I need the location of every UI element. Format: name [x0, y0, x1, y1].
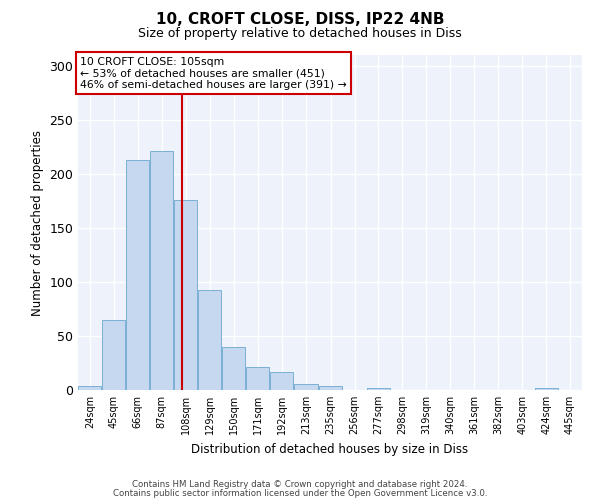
Bar — [174, 200, 197, 390]
Bar — [294, 384, 318, 390]
Bar — [319, 386, 342, 390]
Text: Size of property relative to detached houses in Diss: Size of property relative to detached ho… — [138, 28, 462, 40]
Text: 10, CROFT CLOSE, DISS, IP22 4NB: 10, CROFT CLOSE, DISS, IP22 4NB — [156, 12, 444, 28]
Bar — [151, 151, 173, 390]
Bar — [127, 160, 149, 390]
Bar — [103, 320, 125, 390]
Bar — [535, 388, 557, 390]
Bar — [198, 290, 221, 390]
Bar — [79, 386, 101, 390]
Bar — [222, 347, 245, 390]
Bar — [367, 388, 390, 390]
Bar — [270, 372, 293, 390]
Bar — [246, 368, 269, 390]
Y-axis label: Number of detached properties: Number of detached properties — [31, 130, 44, 316]
Text: Contains HM Land Registry data © Crown copyright and database right 2024.: Contains HM Land Registry data © Crown c… — [132, 480, 468, 489]
X-axis label: Distribution of detached houses by size in Diss: Distribution of detached houses by size … — [191, 442, 469, 456]
Text: Contains public sector information licensed under the Open Government Licence v3: Contains public sector information licen… — [113, 489, 487, 498]
Text: 10 CROFT CLOSE: 105sqm
← 53% of detached houses are smaller (451)
46% of semi-de: 10 CROFT CLOSE: 105sqm ← 53% of detached… — [80, 56, 347, 90]
